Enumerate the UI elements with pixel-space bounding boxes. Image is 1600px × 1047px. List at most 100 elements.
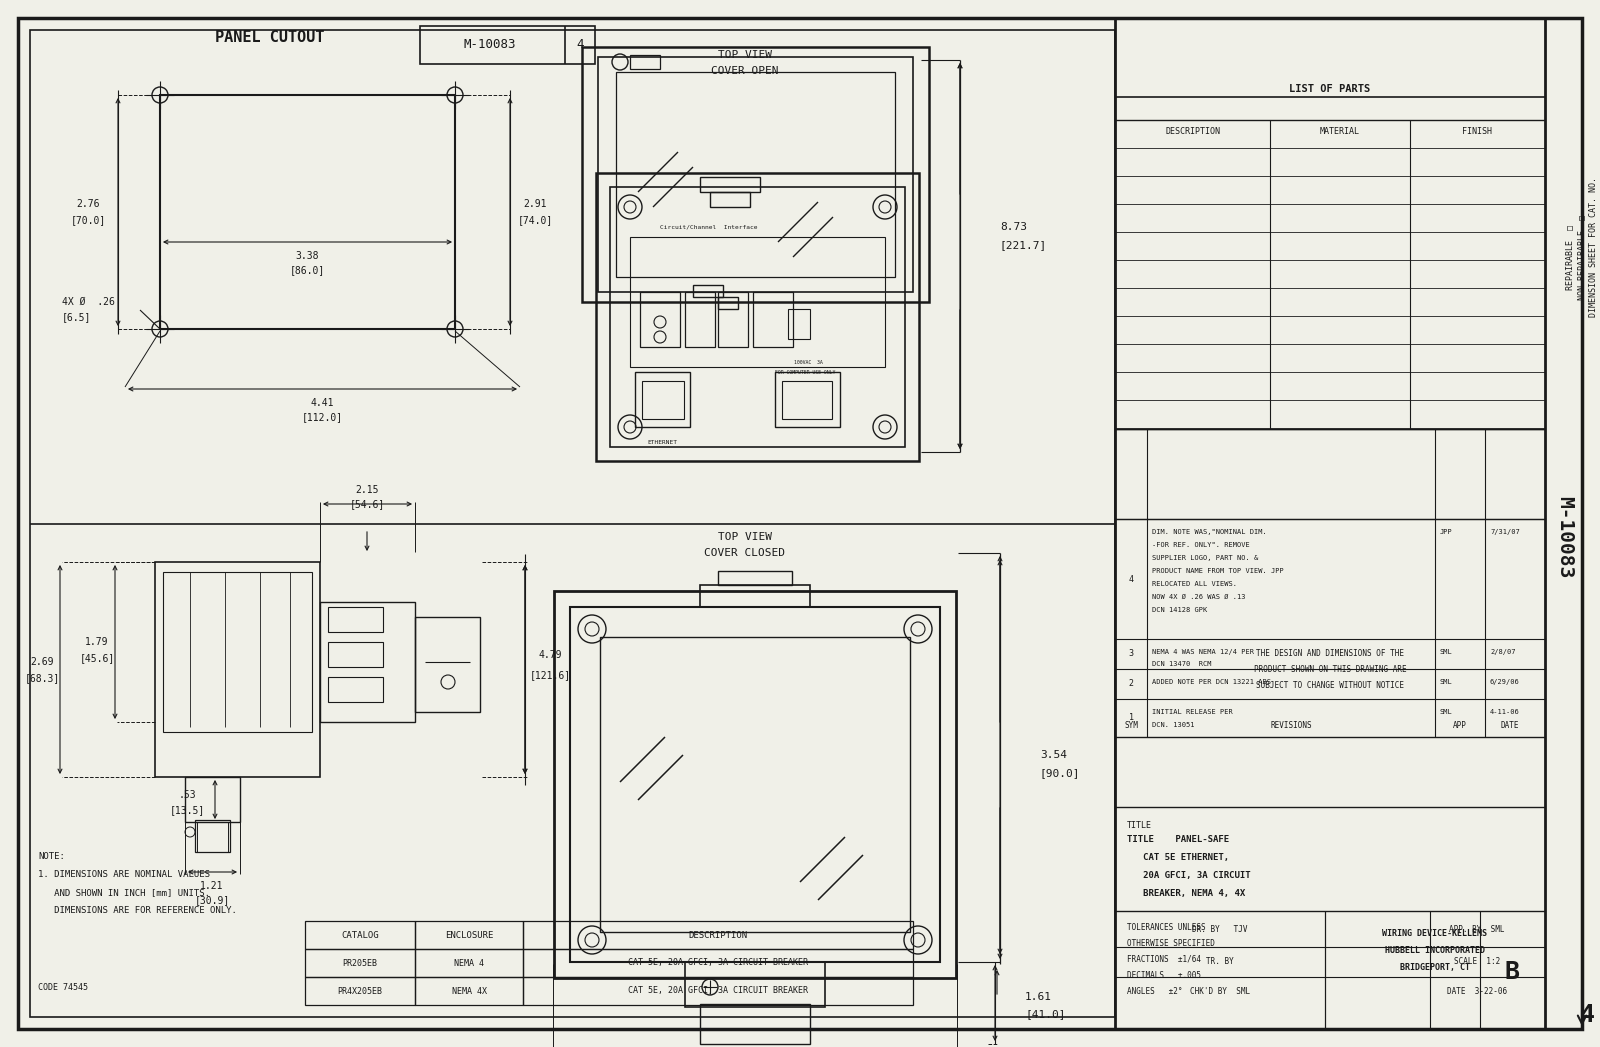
Bar xyxy=(701,1004,810,1044)
Text: [6.5]: [6.5] xyxy=(62,312,91,322)
Text: PRODUCT SHOWN ON THIS DRAWING ARE: PRODUCT SHOWN ON THIS DRAWING ARE xyxy=(1254,665,1406,673)
Bar xyxy=(630,237,885,367)
Text: AND SHOWN IN INCH [mm] UNITS.: AND SHOWN IN INCH [mm] UNITS. xyxy=(38,888,210,897)
Text: BREAKER, NEMA 4, 4X: BREAKER, NEMA 4, 4X xyxy=(1126,889,1245,898)
Text: DIMENSION SHEET FOR CAT. NO.: DIMENSION SHEET FOR CAT. NO. xyxy=(1589,177,1598,317)
Bar xyxy=(186,777,240,822)
Text: DESCRIPTION: DESCRIPTION xyxy=(688,931,747,939)
Text: OTHERWISE SPECIFIED: OTHERWISE SPECIFIED xyxy=(1126,939,1214,948)
Text: PRODUCT NAME FROM TOP VIEW. JPP: PRODUCT NAME FROM TOP VIEW. JPP xyxy=(1152,569,1283,574)
Text: [54.6]: [54.6] xyxy=(349,499,384,509)
Text: SML: SML xyxy=(1440,649,1453,655)
Text: DCN 14128 GPK: DCN 14128 GPK xyxy=(1152,607,1208,612)
Text: 6/29/06: 6/29/06 xyxy=(1490,680,1520,685)
Text: JPP: JPP xyxy=(1440,529,1453,535)
Text: 7/31/07: 7/31/07 xyxy=(1490,529,1520,535)
Text: NON-REPAIRABLE  □: NON-REPAIRABLE □ xyxy=(1578,215,1586,299)
Text: NEMA 4: NEMA 4 xyxy=(454,958,483,967)
Text: PR205EB: PR205EB xyxy=(342,958,378,967)
Bar xyxy=(718,297,738,309)
Text: 4-11-06: 4-11-06 xyxy=(1490,709,1520,715)
Text: 2: 2 xyxy=(1128,680,1133,689)
Bar xyxy=(787,309,810,339)
Text: 2.69: 2.69 xyxy=(30,658,54,667)
Bar xyxy=(640,292,680,347)
Bar xyxy=(328,677,382,701)
Text: NOTE:: NOTE: xyxy=(38,852,66,861)
Text: [68.3]: [68.3] xyxy=(24,673,59,683)
Text: DIM. NOTE WAS,"NOMINAL DIM.: DIM. NOTE WAS,"NOMINAL DIM. xyxy=(1152,529,1267,535)
Text: 1.21: 1.21 xyxy=(200,881,224,891)
Text: DATE  3-22-06: DATE 3-22-06 xyxy=(1446,987,1507,997)
Text: SCALE  1:2: SCALE 1:2 xyxy=(1454,958,1501,966)
Text: [74.0]: [74.0] xyxy=(517,215,552,225)
Text: 4: 4 xyxy=(1128,575,1133,583)
Text: [41.0]: [41.0] xyxy=(1026,1009,1066,1019)
Bar xyxy=(610,187,906,447)
Text: SML: SML xyxy=(1440,709,1453,715)
Bar xyxy=(160,95,454,329)
Text: FOR COMPUTER USE ONLY: FOR COMPUTER USE ONLY xyxy=(774,371,835,376)
Text: TITLE: TITLE xyxy=(1126,821,1152,830)
Text: M-10083: M-10083 xyxy=(464,39,517,51)
Text: 3: 3 xyxy=(1128,649,1133,659)
Text: CATALOG: CATALOG xyxy=(341,931,379,939)
Bar xyxy=(414,949,523,977)
Text: 4: 4 xyxy=(1579,1003,1595,1027)
Text: 100VAC  3A: 100VAC 3A xyxy=(794,360,822,365)
Bar xyxy=(718,571,792,585)
Text: REVISIONS: REVISIONS xyxy=(1270,720,1312,730)
Text: THE DESIGN AND DIMENSIONS OF THE: THE DESIGN AND DIMENSIONS OF THE xyxy=(1256,648,1405,658)
Bar xyxy=(570,607,941,962)
Text: TR. BY: TR. BY xyxy=(1206,958,1234,966)
Text: CAT 5E ETHERNET,: CAT 5E ETHERNET, xyxy=(1126,853,1229,862)
Text: Circuit/Channel  Interface: Circuit/Channel Interface xyxy=(661,224,757,229)
Text: DESCRIPTION: DESCRIPTION xyxy=(1165,128,1221,136)
Text: 3.38: 3.38 xyxy=(296,251,318,261)
Text: ADDED NOTE PER DCN 13221 ABS: ADDED NOTE PER DCN 13221 ABS xyxy=(1152,680,1270,685)
Text: .53: .53 xyxy=(178,790,195,800)
Text: CAT 5E, 20A GFCI, 3A CIRCUIT BREAKER: CAT 5E, 20A GFCI, 3A CIRCUIT BREAKER xyxy=(627,958,808,967)
Text: DATE: DATE xyxy=(1501,720,1520,730)
Text: 4.41: 4.41 xyxy=(310,398,334,408)
Text: REPAIRABLE  □: REPAIRABLE □ xyxy=(1565,224,1574,290)
Text: WIRING DEVICE-KELLEMS: WIRING DEVICE-KELLEMS xyxy=(1382,929,1488,938)
Text: DCN 13470  RCM: DCN 13470 RCM xyxy=(1152,661,1211,667)
Bar xyxy=(523,921,914,949)
Text: [70.0]: [70.0] xyxy=(70,215,106,225)
Text: CHK'D BY  SML: CHK'D BY SML xyxy=(1190,987,1250,997)
Text: DCN. 13051: DCN. 13051 xyxy=(1152,722,1195,728)
Bar xyxy=(523,949,914,977)
Bar xyxy=(701,585,810,607)
Text: MATERIAL: MATERIAL xyxy=(1320,128,1360,136)
Text: 2/8/07: 2/8/07 xyxy=(1490,649,1515,655)
Text: B: B xyxy=(1504,960,1520,984)
Text: 4: 4 xyxy=(576,39,584,51)
Text: INITIAL RELEASE PER: INITIAL RELEASE PER xyxy=(1152,709,1232,715)
Bar xyxy=(630,55,661,69)
Bar xyxy=(328,607,382,632)
Text: TOP VIEW: TOP VIEW xyxy=(718,50,771,60)
Bar xyxy=(582,47,930,302)
Text: TOLERANCES UNLESS: TOLERANCES UNLESS xyxy=(1126,923,1206,932)
Bar xyxy=(523,977,914,1005)
Text: FINISH: FINISH xyxy=(1462,128,1491,136)
Text: -FOR REF. ONLY". REMOVE: -FOR REF. ONLY". REMOVE xyxy=(1152,542,1250,548)
Bar xyxy=(306,921,414,949)
Bar xyxy=(163,572,312,732)
Bar xyxy=(155,562,320,777)
Text: [121.6]: [121.6] xyxy=(530,670,571,680)
Text: DIMENSIONS ARE FOR REFERENCE ONLY.: DIMENSIONS ARE FOR REFERENCE ONLY. xyxy=(38,906,237,915)
Text: [221.7]: [221.7] xyxy=(1000,240,1048,250)
Text: RELOCATED ALL VIEWS.: RELOCATED ALL VIEWS. xyxy=(1152,581,1237,587)
Text: CODE 74545: CODE 74545 xyxy=(38,982,88,992)
Text: PANEL CUTOUT: PANEL CUTOUT xyxy=(216,29,325,45)
Bar xyxy=(306,977,414,1005)
Bar xyxy=(595,173,918,461)
Bar xyxy=(554,591,957,978)
Text: PR4X205EB: PR4X205EB xyxy=(338,986,382,996)
Text: 8.73: 8.73 xyxy=(1000,222,1027,232)
Bar xyxy=(642,381,685,419)
Bar xyxy=(635,372,690,427)
Text: [45.6]: [45.6] xyxy=(80,653,115,663)
